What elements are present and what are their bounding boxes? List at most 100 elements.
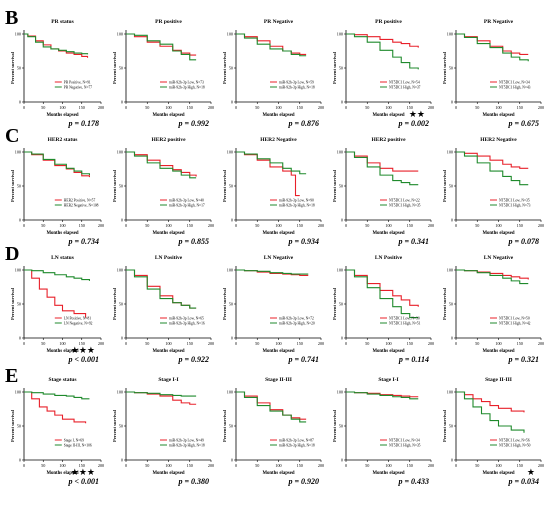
x-tick-label: 150 xyxy=(407,105,413,110)
y-axis-label: Percent survival xyxy=(10,51,15,84)
y-tick-label: 50 xyxy=(449,184,453,189)
legend-entry: HER2 Positive, N=57 xyxy=(64,198,96,203)
x-tick-label: 200 xyxy=(538,223,544,228)
x-tick-label: 50 xyxy=(475,463,479,468)
panel-B-1: PR status 0 50 100 0 50 100 150 200 Percent survi… xyxy=(10,19,104,128)
legend-entry: miR-92b-3p High, N=18 xyxy=(279,85,315,90)
panel-title: Stage II-III xyxy=(485,377,512,383)
x-tick-label: 100 xyxy=(275,105,281,110)
legend-entry: NT5DC1 High, N=37 xyxy=(389,85,421,90)
survival-curve-series-1 xyxy=(456,151,529,169)
y-tick-label: 0 xyxy=(19,458,21,463)
panel-D-1: LN status 0 50 100 0 50 100 150 200 Percent survi… xyxy=(10,255,104,364)
legend-entry: NT5DC1 High, N=73 xyxy=(499,203,531,208)
y-tick-label: 0 xyxy=(121,100,123,105)
y-tick-label: 100 xyxy=(117,268,123,273)
x-tick-label: 0 xyxy=(455,223,457,228)
y-tick-label: 0 xyxy=(451,336,453,341)
p-value: p = 0.034 xyxy=(507,477,539,486)
y-axis-label: Percent survival xyxy=(10,287,15,320)
legend-entry: LN Negative, N=92 xyxy=(64,321,93,326)
survival-curve-series-1 xyxy=(126,269,197,309)
significance-stars: ★★★ xyxy=(71,345,95,355)
y-tick-label: 50 xyxy=(339,424,343,429)
y-axis-label: Percent survival xyxy=(332,409,337,442)
legend-entry: LN Positive, N=81 xyxy=(64,316,91,321)
survival-curve-series-2 xyxy=(236,33,307,57)
panel-title: PR positive xyxy=(375,19,402,25)
panel-C-4: HER2 positive 0 50 100 0 50 100 150 200 Percent s… xyxy=(332,137,434,246)
x-tick-label: 0 xyxy=(125,105,127,110)
x-tick-label: 100 xyxy=(385,463,391,468)
panel-title: LN Negative xyxy=(264,255,294,261)
x-tick-label: 100 xyxy=(385,105,391,110)
x-tick-label: 50 xyxy=(145,223,149,228)
x-tick-label: 200 xyxy=(208,341,214,346)
legend-entry: miR-92b-3p High, N=18 xyxy=(169,443,205,448)
y-tick-label: 0 xyxy=(121,218,123,223)
x-tick-label: 0 xyxy=(235,341,237,346)
x-tick-label: 0 xyxy=(125,223,127,228)
x-tick-label: 50 xyxy=(365,341,369,346)
x-tick-label: 50 xyxy=(475,105,479,110)
panel-title: Stage II-III xyxy=(265,377,292,383)
x-tick-label: 150 xyxy=(517,463,523,468)
x-tick-label: 0 xyxy=(235,105,237,110)
y-tick-label: 50 xyxy=(119,184,123,189)
survival-curve-series-1 xyxy=(346,33,419,48)
x-tick-label: 0 xyxy=(345,341,347,346)
panel-D-5: LN Negative 0 50 100 0 50 100 150 200 Percent sur… xyxy=(442,255,544,364)
x-tick-label: 0 xyxy=(125,341,127,346)
x-axis-label: Months elapsed xyxy=(372,471,404,476)
legend-entry: PR Positive, N=91 xyxy=(64,80,91,85)
significance-stars: ★★ xyxy=(409,109,425,119)
x-tick-label: 200 xyxy=(208,463,214,468)
survival-curve-series-1 xyxy=(126,33,197,56)
survival-curve-series-2 xyxy=(456,391,525,433)
survival-curve-series-2 xyxy=(24,269,90,281)
survival-curve-series-2 xyxy=(236,391,307,423)
legend-entry: miR-92b-3p Low, N=49 xyxy=(169,438,204,443)
legend-entry: NT5DC1 High, N=50 xyxy=(499,443,531,448)
y-tick-label: 0 xyxy=(451,100,453,105)
x-axis-label: Months elapsed xyxy=(372,349,404,354)
y-tick-label: 100 xyxy=(337,268,343,273)
x-tick-label: 100 xyxy=(165,341,171,346)
x-axis-label: Months elapsed xyxy=(152,471,184,476)
panel-title: LN status xyxy=(51,255,74,261)
legend-entry: NT5DC1 Low, N=54 xyxy=(389,80,420,85)
y-tick-label: 100 xyxy=(337,32,343,37)
x-tick-label: 100 xyxy=(165,105,171,110)
panel-C-2: HER2 positive 0 50 100 0 50 100 150 200 Percent s… xyxy=(112,137,214,246)
p-value: p = 0.380 xyxy=(177,477,209,486)
legend-entry: NT5DC1 Low, N=50 xyxy=(499,316,530,321)
y-tick-label: 50 xyxy=(17,184,21,189)
y-tick-label: 100 xyxy=(227,390,233,395)
x-axis-label: Months elapsed xyxy=(152,231,184,236)
x-tick-label: 200 xyxy=(98,105,104,110)
y-tick-label: 100 xyxy=(227,268,233,273)
legend-entry: miR-92b-3p High, N=17 xyxy=(169,203,205,208)
survival-curve-series-2 xyxy=(126,269,197,309)
x-tick-label: 100 xyxy=(275,223,281,228)
y-tick-label: 100 xyxy=(117,32,123,37)
x-tick-label: 200 xyxy=(428,463,434,468)
x-tick-label: 50 xyxy=(145,341,149,346)
x-tick-label: 200 xyxy=(428,105,434,110)
survival-curve-series-2 xyxy=(456,151,529,186)
x-tick-label: 200 xyxy=(98,341,104,346)
y-tick-label: 0 xyxy=(19,218,21,223)
y-tick-label: 50 xyxy=(17,424,21,429)
p-value: p = 0.934 xyxy=(287,237,319,246)
x-tick-label: 200 xyxy=(428,223,434,228)
panel-title: Stage status xyxy=(49,377,77,383)
x-tick-label: 150 xyxy=(407,463,413,468)
panel-title: HER2 status xyxy=(48,137,78,143)
legend-entry: miR-92b-3p High, N=16 xyxy=(169,321,205,326)
panel-B-5: PR Negative 0 50 100 0 50 100 150 200 Percent sur… xyxy=(442,19,544,128)
y-tick-label: 50 xyxy=(449,302,453,307)
panel-title: HER2 Negative xyxy=(480,137,517,143)
panel-title: PR positive xyxy=(155,19,182,25)
legend-entry: NT5DC1 Low, N=30 xyxy=(389,316,420,321)
survival-curve-series-2 xyxy=(456,33,529,62)
